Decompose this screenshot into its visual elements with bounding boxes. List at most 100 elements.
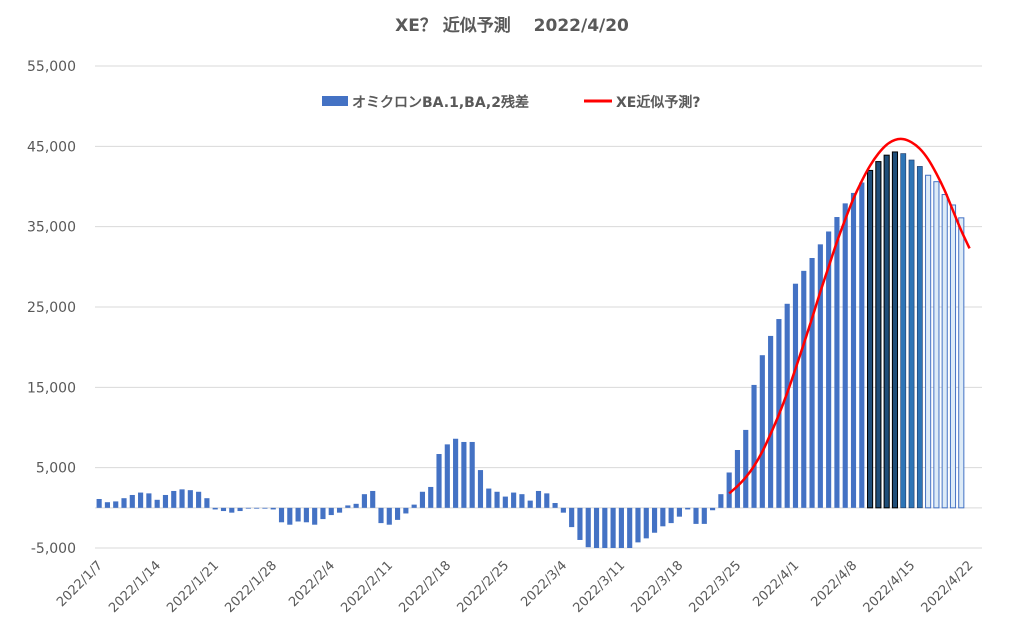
bar [138, 492, 144, 508]
bar [486, 488, 492, 508]
bar [768, 335, 774, 508]
bar [610, 507, 616, 548]
bar [453, 438, 459, 508]
bar [949, 204, 957, 509]
bar [469, 441, 475, 508]
bar [801, 270, 807, 508]
bar [154, 499, 160, 508]
bar [312, 507, 318, 525]
bar [113, 501, 119, 508]
bar [602, 507, 608, 548]
x-tick-label: 2022/4/8 [808, 558, 860, 610]
bar [212, 507, 218, 510]
bar [477, 470, 484, 508]
bar [883, 154, 890, 509]
bar [710, 507, 716, 511]
bar [502, 496, 508, 508]
y-tick-label: 35,000 [27, 220, 76, 236]
bar [196, 491, 202, 508]
y-tick-label: 45,000 [27, 139, 76, 155]
bar [817, 244, 823, 508]
bar [303, 507, 309, 523]
bar [627, 507, 633, 548]
bar [395, 507, 401, 520]
legend-label-bars: オミクロンBA.1,BA,2残差 [352, 94, 529, 111]
bar [254, 507, 260, 509]
bar [577, 507, 583, 540]
bar [726, 472, 732, 508]
bar [618, 507, 624, 548]
bar [784, 303, 790, 508]
bar [701, 507, 707, 524]
bar [933, 181, 940, 509]
bar [941, 194, 948, 509]
bar [444, 444, 450, 508]
bar [569, 507, 575, 528]
legend: オミクロンBA.1,BA,2残差 XE近似予測? [322, 94, 700, 111]
bar [593, 507, 600, 548]
x-tick-label: 2022/4/1 [750, 558, 802, 610]
bar [792, 283, 799, 508]
bar [171, 490, 177, 508]
bar [245, 507, 251, 509]
bar [585, 507, 591, 548]
bar [668, 507, 674, 524]
bar [643, 507, 649, 539]
x-tick-label: 2022/2/18 [396, 558, 454, 616]
bar [916, 166, 923, 509]
bar [718, 494, 724, 508]
bar [262, 507, 268, 509]
bar [743, 429, 749, 508]
bar [925, 174, 932, 509]
x-tick-label: 2022/3/25 [687, 558, 745, 616]
bar [734, 449, 741, 508]
bar [328, 507, 334, 516]
bar [759, 355, 765, 508]
bar [850, 192, 857, 508]
bar [295, 507, 301, 522]
bar [204, 498, 210, 508]
x-axis-ticks: 2022/1/7 2022/1/14 2022/1/21 2022/1/28 2022/… [54, 558, 976, 616]
x-tick-label: 2022/3/18 [629, 558, 687, 616]
bar [386, 507, 392, 525]
y-axis-ticks: 55,000 45,000 35,000 25,000 15,000 5,000 -5,00… [27, 59, 76, 557]
bar [535, 490, 542, 508]
x-tick-label: 2022/4/15 [861, 558, 919, 616]
bar [834, 217, 840, 508]
x-tick-label: 2022/4/22 [919, 558, 977, 616]
bar [320, 507, 326, 520]
bar [867, 169, 874, 509]
bar [958, 217, 965, 509]
bar [461, 441, 467, 508]
legend-swatch-bars [322, 96, 348, 106]
bar [187, 490, 193, 508]
bar [220, 507, 227, 512]
bar [560, 507, 566, 513]
bar [511, 492, 517, 508]
bar [527, 500, 533, 508]
bar [278, 507, 285, 523]
x-tick-label: 2022/3/4 [518, 558, 570, 610]
bar [875, 161, 882, 509]
bar [436, 454, 442, 508]
bar [519, 494, 525, 508]
x-tick-label: 2022/1/21 [164, 558, 222, 616]
bar-series [96, 151, 965, 548]
bar [146, 493, 152, 508]
bar [859, 182, 865, 508]
bar [403, 507, 409, 514]
bar [237, 507, 243, 512]
bar [676, 507, 682, 517]
bar [891, 151, 899, 509]
bar [378, 507, 384, 524]
legend-label-line: XE近似予測? [616, 94, 700, 111]
bar [361, 494, 367, 508]
bar [345, 505, 351, 508]
bar [104, 502, 111, 508]
bar [900, 153, 907, 509]
bar [693, 507, 699, 524]
bar [370, 490, 376, 508]
bar [179, 489, 185, 508]
gridlines [95, 65, 982, 549]
